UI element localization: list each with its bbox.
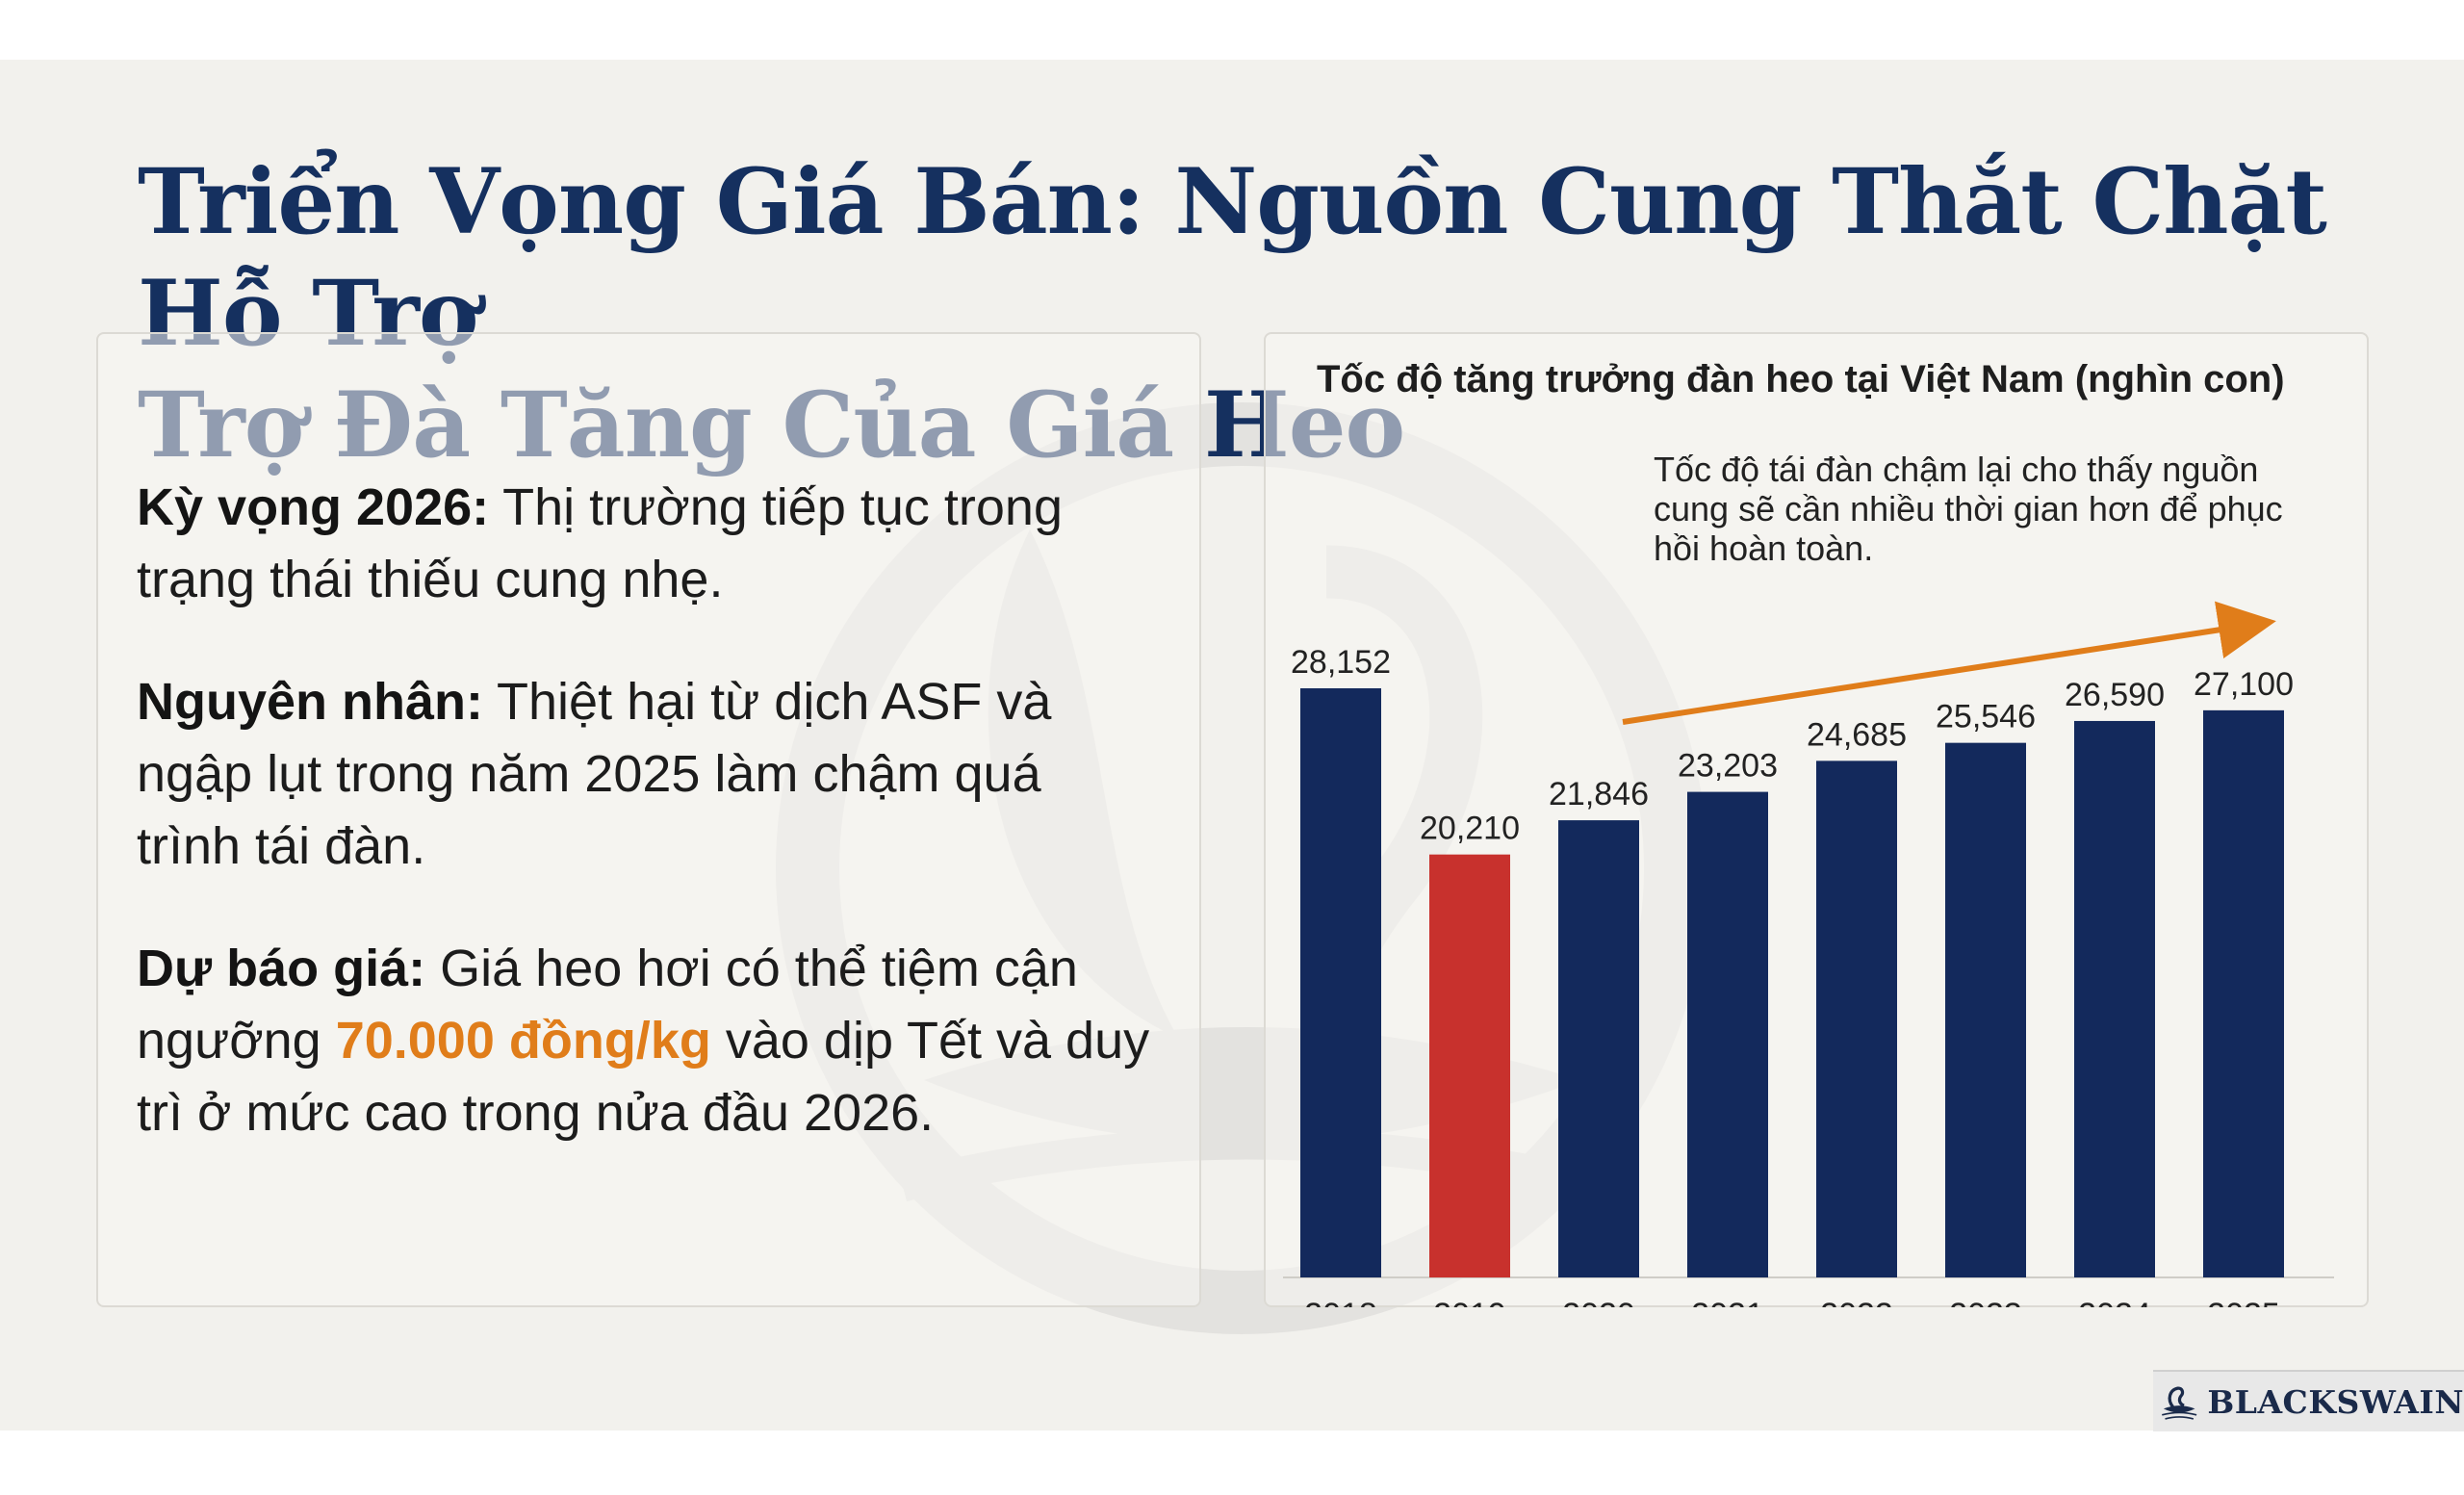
- insights-panel: [96, 332, 1201, 1307]
- data-label-2018: 28,152: [1291, 644, 1391, 681]
- x-tick-2023: 2023: [1949, 1297, 2022, 1307]
- x-tick-2024: 2024: [2078, 1297, 2151, 1307]
- data-label-2019: 20,210: [1420, 811, 1520, 847]
- data-label-2020: 21,846: [1549, 776, 1649, 812]
- data-label-2025: 27,100: [2194, 666, 2294, 703]
- x-tick-2018: 2018: [1304, 1297, 1377, 1307]
- bar-2021: [1687, 791, 1768, 1277]
- x-tick-2019: 2019: [1433, 1297, 1506, 1307]
- insight-label: Dự báo giá:: [137, 940, 426, 997]
- brand-logo: BLACKSWAIN: [2153, 1370, 2464, 1431]
- logo-text: BLACKSWAIN: [2207, 1382, 2464, 1421]
- insight-label: Nguyên nhân:: [137, 673, 483, 731]
- chart-annotation: Tốc độ tái đàn chậm lại cho thấy nguồn c…: [1654, 450, 2283, 568]
- price-highlight: 70.000 đồng/kg: [335, 1012, 711, 1070]
- insight-price-forecast: Dự báo giá: Giá heo hơi có thể tiệm cận …: [137, 933, 1157, 1149]
- insight-cause: Nguyên nhân: Thiệt hại từ dịch ASF và ng…: [137, 666, 1157, 883]
- bar-2023: [1945, 742, 2026, 1277]
- x-tick-2020: 2020: [1562, 1297, 1635, 1307]
- insight-text: Thiệt hại từ dịch ASF và ngập lụt trong …: [137, 673, 1052, 875]
- data-label-2024: 26,590: [2065, 677, 2165, 713]
- x-tick-2021: 2021: [1691, 1297, 1764, 1307]
- x-tick-2025: 2025: [2207, 1297, 2280, 1307]
- bar-2022: [1816, 760, 1897, 1277]
- x-tick-2022: 2022: [1820, 1297, 1893, 1307]
- data-label-2023: 25,546: [1936, 699, 2036, 735]
- bar-2025: [2203, 709, 2284, 1277]
- swan-icon: [2162, 1386, 2197, 1420]
- bar-2019: [1429, 854, 1510, 1277]
- insight-text: vào dịp Tết và duy trì ở mức cao trong n…: [137, 1012, 1150, 1142]
- insight-expectation-2026: Kỳ vọng 2026: Thị trường tiếp tục trong …: [137, 472, 1157, 616]
- bars-group: 28,152 2018 20,210 2019 21,846 2020 23,203 2021…: [1291, 644, 2294, 1307]
- insight-label: Kỳ vọng 2026:: [137, 478, 490, 536]
- bar-2018: [1300, 688, 1381, 1277]
- trend-arrow: [1622, 601, 2276, 725]
- data-label-2022: 24,685: [1807, 716, 1907, 753]
- bar-2020: [1558, 820, 1639, 1277]
- insight-text: Giá heo hơi có thể tiệm cận ngưỡng: [137, 940, 1078, 1070]
- bar-2024: [2074, 720, 2155, 1277]
- insights-list: Kỳ vọng 2026: Thị trường tiếp tục trong …: [137, 472, 1157, 1199]
- chart-title: Tốc độ tăng trưởng đàn heo tại Việt Nam …: [1317, 358, 2285, 400]
- insight-text: Thị trường tiếp tục trong trạng thái thi…: [137, 478, 1063, 608]
- bar-chart: 28,152 2018 20,210 2019 21,846 2020 23,203 2021…: [1283, 601, 2334, 1307]
- data-label-2021: 23,203: [1678, 748, 1778, 785]
